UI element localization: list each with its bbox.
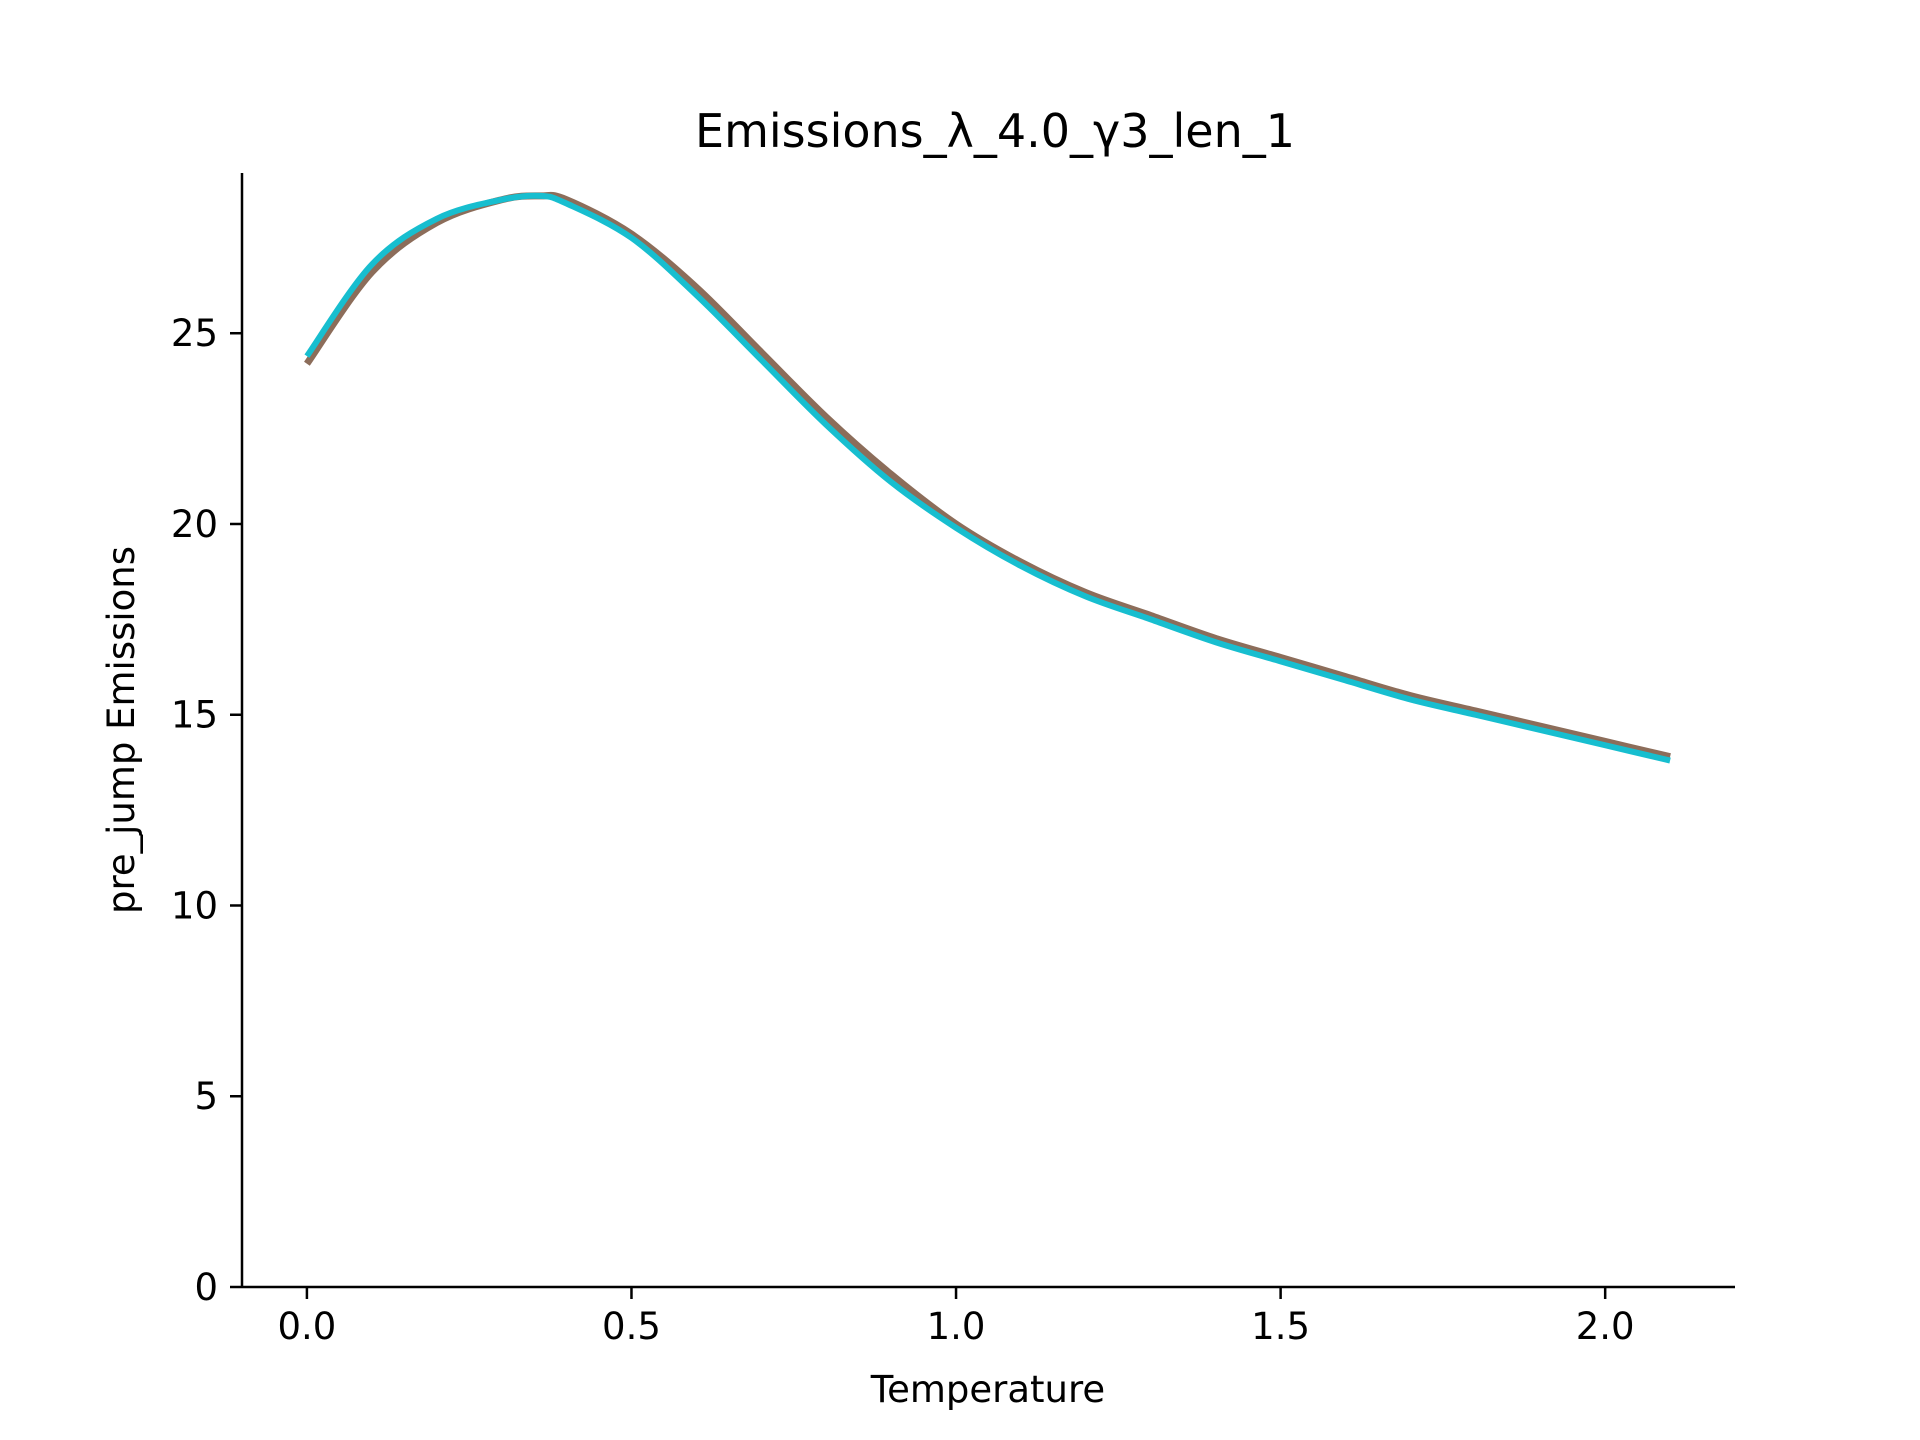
y-axis-label: pre_jump Emissions [100, 546, 143, 914]
y-tick-label: 0 [194, 1266, 218, 1309]
x-axis-label: Temperature [870, 1368, 1105, 1411]
x-tick-label: 0.0 [277, 1305, 336, 1348]
series-group [304, 191, 1671, 764]
y-tick-label: 5 [194, 1075, 218, 1118]
series-line-2 [304, 192, 1671, 764]
x-tick-label: 1.5 [1251, 1305, 1310, 1348]
chart-title: Emissions_λ_4.0_γ3_len_1 [695, 104, 1295, 158]
y-tick-label: 15 [171, 694, 218, 737]
series-line-1 [304, 191, 1671, 761]
x-tick-label: 2.0 [1576, 1305, 1635, 1348]
y-ticks: 0 5 10 15 20 25 [171, 312, 242, 1309]
x-tick-label: 0.5 [602, 1305, 661, 1348]
y-tick-label: 25 [171, 312, 218, 355]
x-ticks: 0.0 0.5 1.0 1.5 2.0 [277, 1287, 1635, 1348]
x-tick-label: 1.0 [927, 1305, 986, 1348]
y-tick-label: 20 [171, 503, 218, 546]
y-tick-label: 10 [171, 884, 218, 927]
